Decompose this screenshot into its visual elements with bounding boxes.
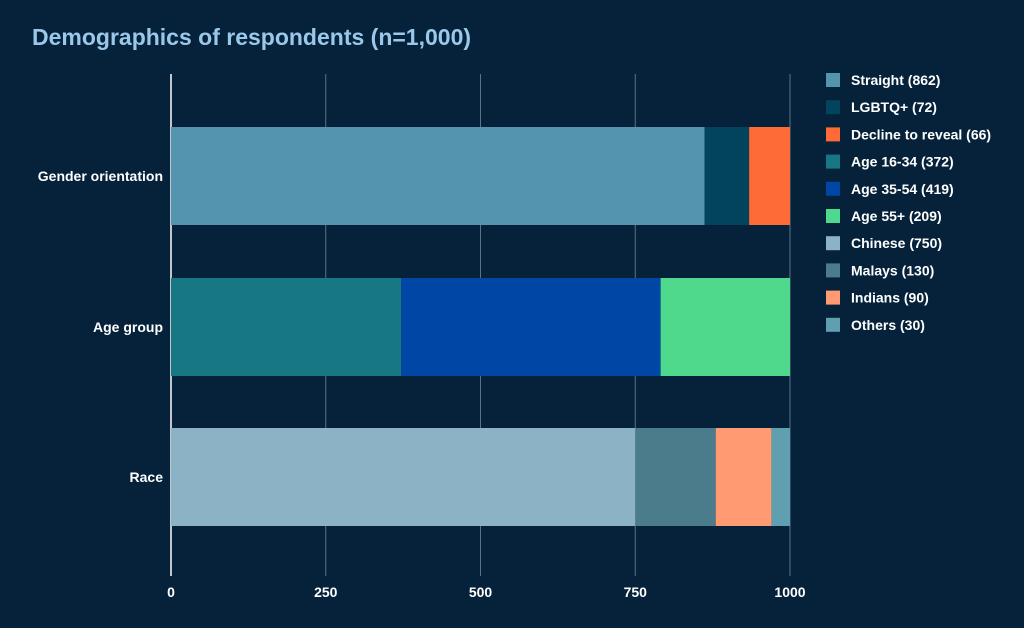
legend-swatch [826, 317, 840, 332]
bar-segment-1-3 [171, 278, 402, 376]
x-tick-label: 500 [469, 584, 493, 600]
legend-swatch [826, 127, 840, 142]
legend-label: Chinese (750) [851, 235, 942, 251]
legend-swatch [826, 263, 840, 278]
category-label: Gender orientation [38, 168, 163, 184]
legend-swatch [826, 100, 840, 115]
legend-label: Age 35-54 (419) [851, 181, 954, 197]
x-tick-label: 250 [314, 584, 338, 600]
bar-segment-0-0 [171, 127, 705, 225]
legend-label: Indians (90) [851, 290, 929, 306]
legend-swatch [826, 236, 840, 251]
x-tick-label: 1000 [774, 584, 805, 600]
bar-segment-0-2 [749, 127, 790, 225]
legend-label: Age 16-34 (372) [851, 154, 954, 170]
legend-label: LGBTQ+ (72) [851, 99, 937, 115]
bar-segment-2-9 [771, 428, 790, 526]
legend-label: Others (30) [851, 317, 925, 333]
legend-label: Age 55+ (209) [851, 208, 942, 224]
bar-segment-2-6 [171, 428, 636, 526]
x-tick-label: 750 [624, 584, 648, 600]
category-label: Race [130, 469, 164, 485]
legend-swatch [826, 73, 840, 87]
legend-label: Straight (862) [851, 72, 940, 88]
chart-title: Demographics of respondents (n=1,000) [32, 24, 472, 50]
bar-segment-1-4 [401, 278, 661, 376]
legend-label: Decline to reveal (66) [851, 126, 991, 142]
legend-swatch [826, 209, 840, 223]
legend-swatch [826, 290, 840, 305]
legend-swatch [826, 181, 840, 196]
bar-segment-0-1 [704, 127, 750, 225]
x-tick-label: 0 [167, 584, 175, 600]
bar-segment-2-8 [715, 428, 772, 526]
bar-segment-1-5 [660, 278, 790, 376]
bar-segment-2-7 [635, 428, 716, 526]
legend-swatch [826, 154, 840, 169]
legend-label: Malays (130) [851, 262, 934, 278]
category-label: Age group [93, 319, 163, 335]
